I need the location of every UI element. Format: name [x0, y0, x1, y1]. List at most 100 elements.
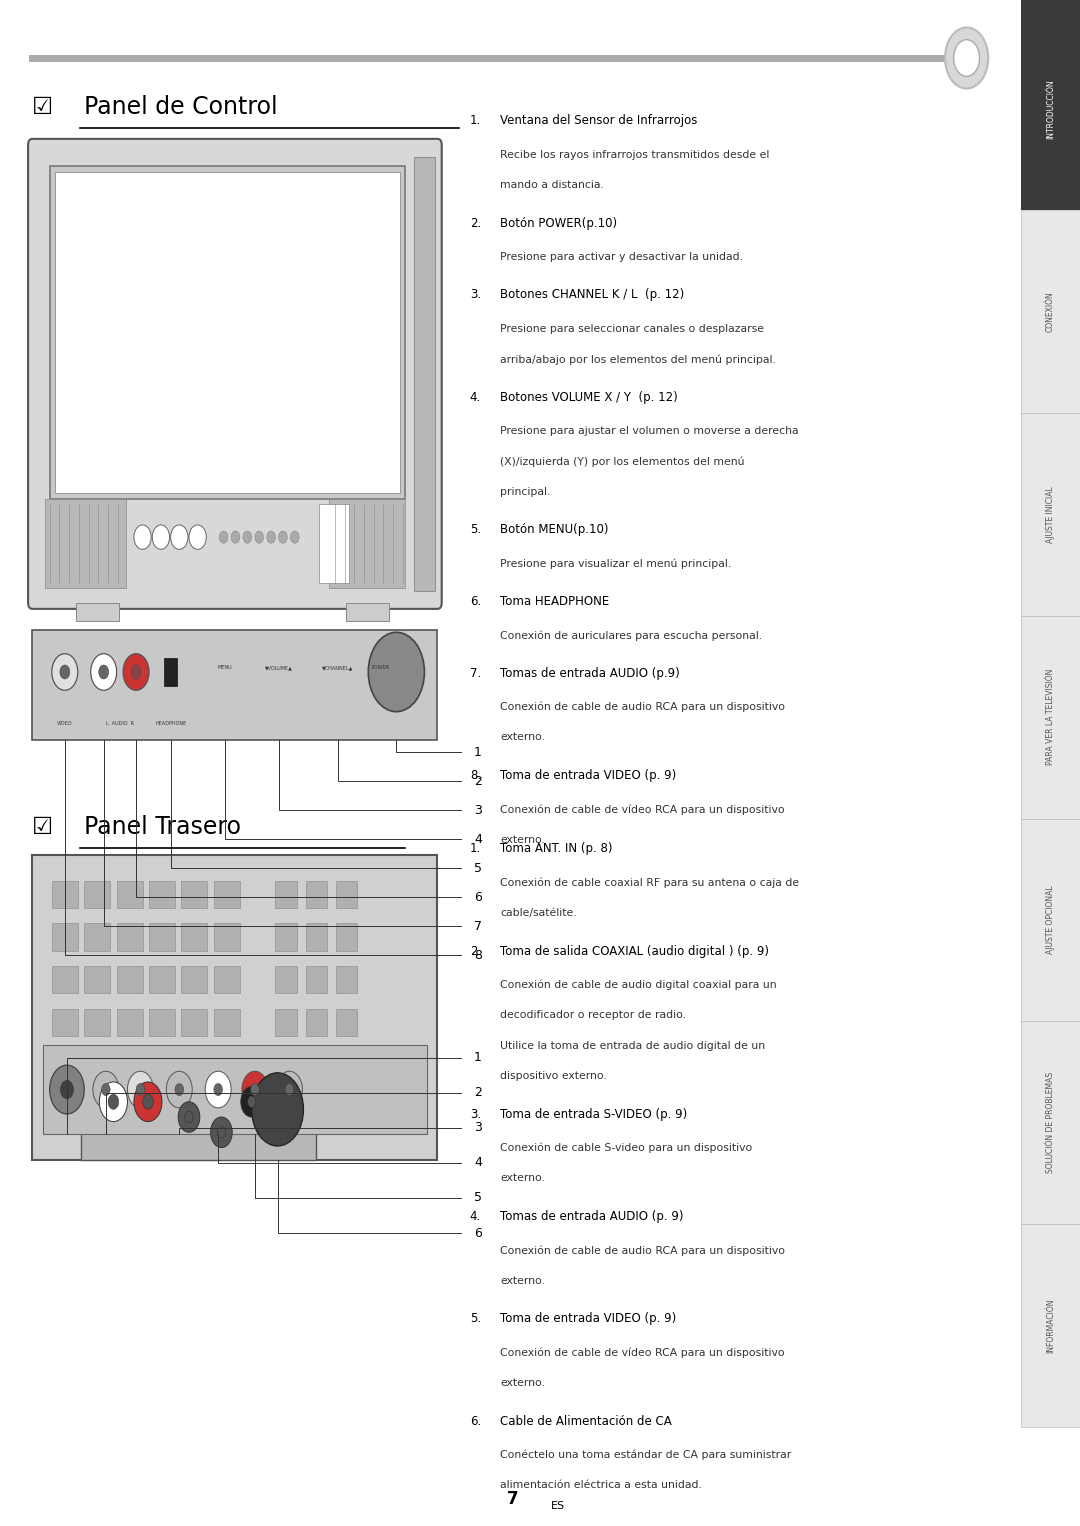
Text: 6.: 6. [470, 595, 481, 609]
Text: externo.: externo. [500, 1276, 545, 1286]
Text: 6: 6 [474, 1227, 482, 1239]
Bar [55, 172, 400, 493]
Text: 1: 1 [474, 746, 482, 758]
Bar [181, 966, 207, 993]
Bar [149, 1009, 175, 1036]
Text: externo.: externo. [500, 1173, 545, 1184]
Circle shape [52, 653, 78, 690]
Bar [336, 881, 357, 908]
Bar [336, 923, 357, 951]
Circle shape [102, 1083, 110, 1096]
Bar [52, 1051, 78, 1079]
Bar [214, 1009, 240, 1036]
Text: 2: 2 [474, 1087, 482, 1099]
Circle shape [276, 1071, 302, 1108]
Bar [149, 923, 175, 951]
Bar [275, 923, 297, 951]
Bar [32, 630, 437, 740]
Circle shape [143, 1094, 153, 1109]
Text: 8.: 8. [470, 769, 481, 783]
Text: ▼VOLUME▲: ▼VOLUME▲ [265, 665, 293, 670]
Circle shape [242, 1071, 268, 1108]
Bar [1021, 211, 1080, 414]
Text: Botón MENU(p.10): Botón MENU(p.10) [500, 523, 608, 537]
Bar [84, 966, 110, 993]
Bar [1021, 1021, 1080, 1224]
Bar [1021, 1224, 1080, 1427]
Circle shape [127, 1071, 153, 1108]
Text: Toma HEADPHONE: Toma HEADPHONE [500, 595, 609, 609]
Bar [306, 966, 327, 993]
Text: PARA VER LA TELEVISIÓN: PARA VER LA TELEVISIÓN [1045, 668, 1055, 766]
Text: Conexión de cable de audio digital coaxial para un: Conexión de cable de audio digital coaxi… [500, 980, 777, 990]
Circle shape [945, 27, 988, 89]
Text: Presione para ajustar el volumen o moverse a derecha: Presione para ajustar el volumen o mover… [500, 426, 799, 436]
Circle shape [247, 1096, 256, 1108]
Circle shape [255, 531, 264, 543]
Text: Presione para activar y desactivar la unidad.: Presione para activar y desactivar la un… [500, 252, 743, 262]
Bar [1021, 818, 1080, 1021]
Bar [117, 1051, 143, 1079]
Text: Presione para visualizar el menú principal.: Presione para visualizar el menú princip… [500, 559, 731, 569]
Bar [346, 603, 389, 621]
Text: mando a distancia.: mando a distancia. [500, 180, 604, 191]
Text: 4.: 4. [470, 1210, 481, 1224]
Text: VIDEO: VIDEO [57, 722, 72, 726]
Text: POWER: POWER [372, 665, 389, 670]
Text: externo.: externo. [500, 835, 545, 845]
Bar [117, 1009, 143, 1036]
Bar [181, 881, 207, 908]
Text: 3.: 3. [470, 288, 481, 302]
Bar [214, 881, 240, 908]
Bar [52, 1009, 78, 1036]
Circle shape [136, 1083, 145, 1096]
Text: Toma de salida COAXIAL (audio digital ) (p. 9): Toma de salida COAXIAL (audio digital ) … [500, 945, 769, 958]
Text: 7.: 7. [470, 667, 481, 681]
Text: 4.: 4. [470, 391, 481, 404]
Text: Toma de entrada VIDEO (p. 9): Toma de entrada VIDEO (p. 9) [500, 769, 676, 783]
Circle shape [219, 531, 228, 543]
Circle shape [267, 531, 275, 543]
Text: Botones VOLUME X / Y  (p. 12): Botones VOLUME X / Y (p. 12) [500, 391, 678, 404]
Text: L  AUDIO  R: L AUDIO R [106, 722, 134, 726]
Text: INFORMACIÓN: INFORMACIÓN [1045, 1299, 1055, 1352]
Text: 6: 6 [474, 891, 482, 903]
Bar [336, 1051, 357, 1079]
Bar [1021, 0, 1080, 211]
Bar [275, 966, 297, 993]
Text: ES: ES [551, 1502, 565, 1511]
Bar [45, 499, 126, 588]
Text: MENU: MENU [217, 665, 232, 670]
Bar [306, 1051, 327, 1079]
Bar [117, 881, 143, 908]
Text: 3: 3 [474, 1122, 482, 1134]
Circle shape [134, 1082, 162, 1122]
Text: Conexión de cable S-video para un dispositivo: Conexión de cable S-video para un dispos… [500, 1143, 753, 1154]
Bar [43, 1045, 427, 1134]
Circle shape [291, 531, 299, 543]
Text: 8: 8 [474, 949, 482, 961]
Circle shape [91, 653, 117, 690]
Text: AJUSTE INICIAL: AJUSTE INICIAL [1045, 487, 1055, 543]
Circle shape [251, 1083, 259, 1096]
Bar [84, 1051, 110, 1079]
Circle shape [60, 1080, 73, 1099]
Text: Botones CHANNEL K / L  (p. 12): Botones CHANNEL K / L (p. 12) [500, 288, 685, 302]
Circle shape [171, 525, 188, 549]
Bar [52, 966, 78, 993]
Bar [84, 1009, 110, 1036]
Circle shape [131, 665, 141, 679]
Bar [1021, 414, 1080, 617]
Text: 3.: 3. [470, 1108, 481, 1122]
Text: Panel de Control: Panel de Control [84, 95, 278, 119]
Bar [329, 499, 405, 588]
Bar [84, 923, 110, 951]
Text: arriba/abajo por los elementos del menú principal.: arriba/abajo por los elementos del menú … [500, 354, 775, 365]
Bar [414, 157, 435, 591]
Circle shape [189, 525, 206, 549]
Circle shape [123, 653, 149, 690]
Text: ☑: ☑ [32, 95, 54, 119]
Text: Conexión de cable de vídeo RCA para un dispositivo: Conexión de cable de vídeo RCA para un d… [500, 1347, 785, 1358]
Text: SOLUCIÓN DE PROBLEMAS: SOLUCIÓN DE PROBLEMAS [1045, 1073, 1055, 1173]
Circle shape [205, 1071, 231, 1108]
